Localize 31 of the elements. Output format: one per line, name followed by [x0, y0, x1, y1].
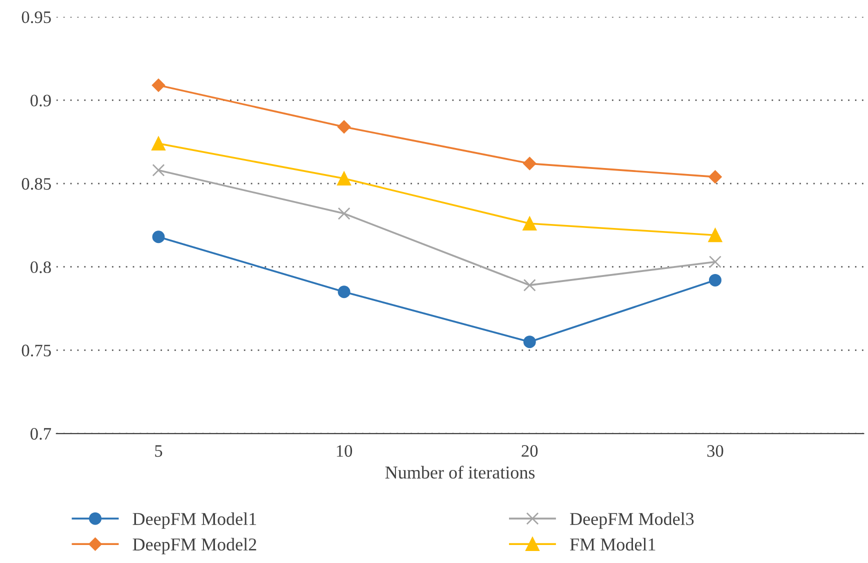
point — [708, 274, 722, 286]
point — [708, 170, 722, 184]
point — [152, 164, 165, 176]
point — [152, 230, 165, 244]
x-tick-label: 5 — [155, 445, 162, 457]
point — [152, 78, 166, 92]
point — [522, 216, 537, 230]
legend-label: DeepFM Model2 — [132, 538, 256, 554]
y-tick-label: 0.7 — [30, 428, 52, 440]
y-tick-label: 0.8 — [30, 261, 51, 274]
legend-label: DeepFM Model1 — [132, 512, 256, 529]
point — [523, 278, 536, 292]
point — [708, 228, 722, 242]
x-axis-title: Number of iterations — [385, 466, 535, 479]
point — [152, 136, 166, 150]
y-tick-label: 0.75 — [22, 344, 51, 356]
point — [708, 256, 722, 268]
point — [338, 286, 350, 298]
x-tick-label: 10 — [336, 445, 352, 457]
y-tick-label: 0.9 — [30, 94, 51, 106]
x-tick-label: 20 — [522, 445, 538, 457]
point — [337, 120, 351, 134]
y-tick-label: 0.85 — [22, 178, 51, 190]
legend-label: DeepFM Model3 — [570, 512, 694, 529]
y-tick-label: 0.95 — [22, 11, 51, 24]
legend-label: FM Model1 — [570, 538, 656, 551]
point — [338, 207, 350, 220]
x-tick-label: 30 — [707, 445, 724, 457]
point — [337, 172, 351, 186]
point — [523, 156, 536, 170]
point — [523, 336, 536, 348]
